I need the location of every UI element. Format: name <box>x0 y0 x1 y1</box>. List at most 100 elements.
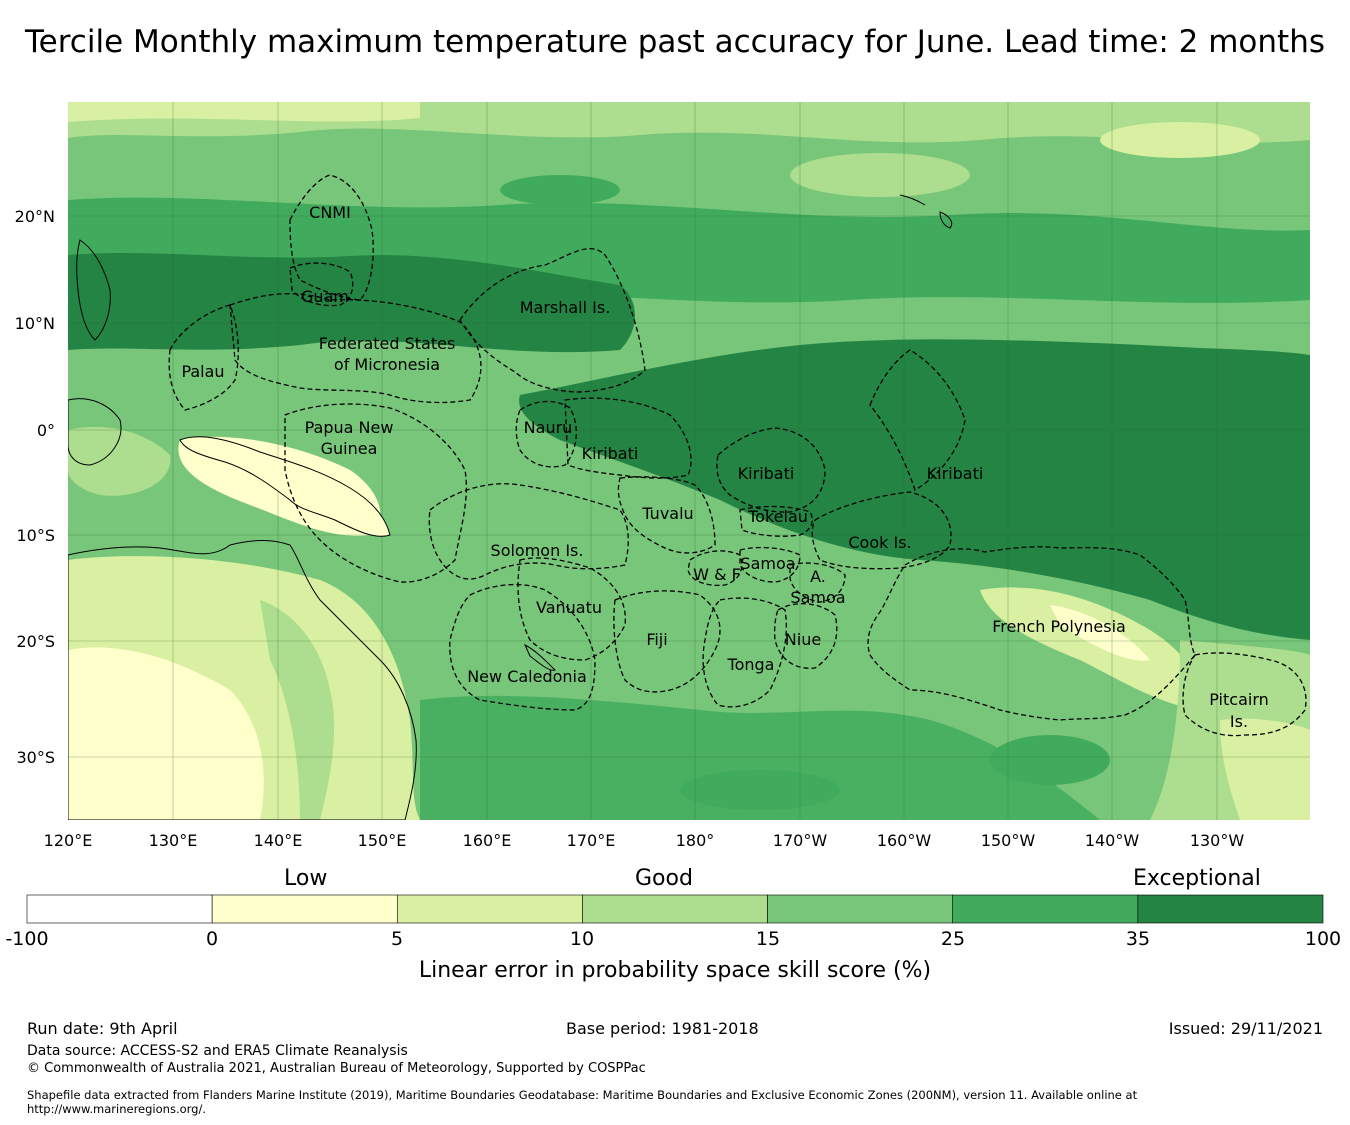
label-pitcairn-1: Pitcairn <box>1209 690 1269 709</box>
colorbar-tick: 0 <box>205 928 219 950</box>
label-palau: Palau <box>181 362 224 381</box>
eez-palau <box>168 304 239 411</box>
lat-label: 10°S <box>16 526 55 545</box>
coastlines <box>68 194 953 820</box>
colorbar-tick: -100 <box>5 928 49 950</box>
eez-tonga <box>702 597 787 708</box>
label-american-samoa-1: A. <box>810 567 826 586</box>
lat-label: 10°N <box>15 314 55 333</box>
colorbar-segment <box>582 894 768 924</box>
lon-label: 160°W <box>877 831 932 850</box>
issued-date: Issued: 29/11/2021 <box>1168 1019 1323 1038</box>
label-vanuatu: Vanuatu <box>536 598 602 617</box>
label-fsm-1: Federated States <box>319 334 456 353</box>
shapefile-credit: Shapefile data extracted from Flanders M… <box>27 1088 1138 1102</box>
label-american-samoa-2: Samoa <box>790 588 845 607</box>
eez-kiribati-phoenix <box>716 427 826 513</box>
lon-label: 130°E <box>149 831 198 850</box>
label-cook: Cook Is. <box>848 533 911 552</box>
label-kiribati-2: Kiribati <box>738 464 795 483</box>
eez-tokelau <box>739 505 813 537</box>
lon-label: 150°E <box>358 831 407 850</box>
lon-label: 170°W <box>773 831 828 850</box>
label-wallis-futuna: W & F <box>693 565 741 584</box>
eez-solomon <box>428 483 629 580</box>
eez-wallis-futuna <box>687 550 743 586</box>
colorbar-tick: 15 <box>755 928 781 950</box>
colorbar-segment <box>952 894 1139 924</box>
australia-coast <box>68 540 417 820</box>
colorbar-title: Linear error in probability space skill … <box>418 958 932 983</box>
lon-label: 180° <box>676 831 715 850</box>
lat-label: 30°S <box>16 748 55 767</box>
label-nauru: Nauru <box>524 418 573 437</box>
eez-french-polynesia <box>867 546 1196 721</box>
label-solomon: Solomon Is. <box>491 541 584 560</box>
eez-png <box>284 403 468 583</box>
label-samoa: Samoa <box>740 554 795 573</box>
lon-label: 140°W <box>1085 831 1140 850</box>
label-fiji: Fiji <box>646 630 667 649</box>
lon-label: 130°W <box>1190 831 1245 850</box>
lon-label: 170°E <box>567 831 616 850</box>
colorbar-tick: 35 <box>1125 928 1151 950</box>
eez-american-samoa <box>789 562 846 603</box>
legend-category-good: Good <box>635 866 693 891</box>
lon-label: 160°E <box>463 831 512 850</box>
philippines-coast <box>76 239 111 341</box>
label-png-2: Guinea <box>321 439 378 458</box>
eez-tuvalu <box>617 476 716 554</box>
map-title: Tercile Monthly maximum temperature past… <box>25 24 1325 60</box>
longitude-labels: 120°E 130°E 140°E 150°E 160°E 170°E 180°… <box>44 831 1245 850</box>
label-png-1: Papua New <box>305 418 394 437</box>
label-marshall: Marshall Is. <box>520 298 611 317</box>
new-caledonia-coast <box>523 643 556 671</box>
shapefile-url: http://www.marineregions.org/. <box>27 1102 206 1116</box>
eez-marshall <box>459 248 646 393</box>
legend-category-exceptional: Exceptional <box>1133 866 1261 891</box>
eez-cnmi <box>289 174 374 301</box>
lon-label: 150°W <box>981 831 1036 850</box>
new-guinea-coast <box>179 436 391 537</box>
colorbar-tick: 5 <box>390 928 404 950</box>
label-tonga: Tonga <box>727 655 775 674</box>
skill-map: CNMI Guam Marshall Is. Federated States … <box>15 102 1310 850</box>
lon-label: 140°E <box>254 831 303 850</box>
lat-label: 20°S <box>16 632 55 651</box>
eez-boundaries <box>168 174 1307 737</box>
eez-kiribati-gilbert <box>564 397 692 479</box>
label-fsm-2: of Micronesia <box>334 355 440 374</box>
base-period: Base period: 1981-2018 <box>566 1019 759 1038</box>
eez-samoa <box>739 546 801 583</box>
label-french-polynesia: French Polynesia <box>992 617 1126 636</box>
colorbar-segment <box>396 894 583 924</box>
label-guam: Guam <box>301 287 349 306</box>
graticule <box>68 102 1310 820</box>
eez-fsm <box>229 293 482 404</box>
colorbar-segment <box>767 894 954 924</box>
eez-fiji <box>613 590 721 693</box>
eez-vanuatu <box>517 557 626 661</box>
latitude-labels: 20°N 10°N 0° 10°S 20°S 30°S <box>15 207 55 767</box>
label-cnmi: CNMI <box>309 203 351 222</box>
label-tuvalu: Tuvalu <box>641 504 693 523</box>
label-tokelau: Tokelau <box>747 507 808 526</box>
hawaii-coast <box>899 194 953 229</box>
lat-label: 20°N <box>15 207 55 226</box>
eez-nauru <box>515 400 577 468</box>
data-source: Data source: ACCESS-S2 and ERA5 Climate … <box>27 1043 408 1059</box>
colorbar-tick: 25 <box>940 928 966 950</box>
colorbar-segment <box>26 894 213 924</box>
legend-category-low: Low <box>284 866 328 891</box>
label-kiribati-1: Kiribati <box>582 444 639 463</box>
lon-label: 120°E <box>44 831 93 850</box>
label-new-caledonia: New Caledonia <box>467 667 587 686</box>
label-pitcairn-2: Is. <box>1230 712 1248 731</box>
borneo-coast <box>68 398 122 466</box>
eez-guam <box>289 262 354 307</box>
eez-pitcairn <box>1182 652 1307 737</box>
run-date: Run date: 9th April <box>27 1019 178 1038</box>
lat-label: 0° <box>37 421 55 440</box>
copyright: © Commonwealth of Australia 2021, Austra… <box>27 1061 646 1076</box>
label-kiribati-3: Kiribati <box>927 464 984 483</box>
